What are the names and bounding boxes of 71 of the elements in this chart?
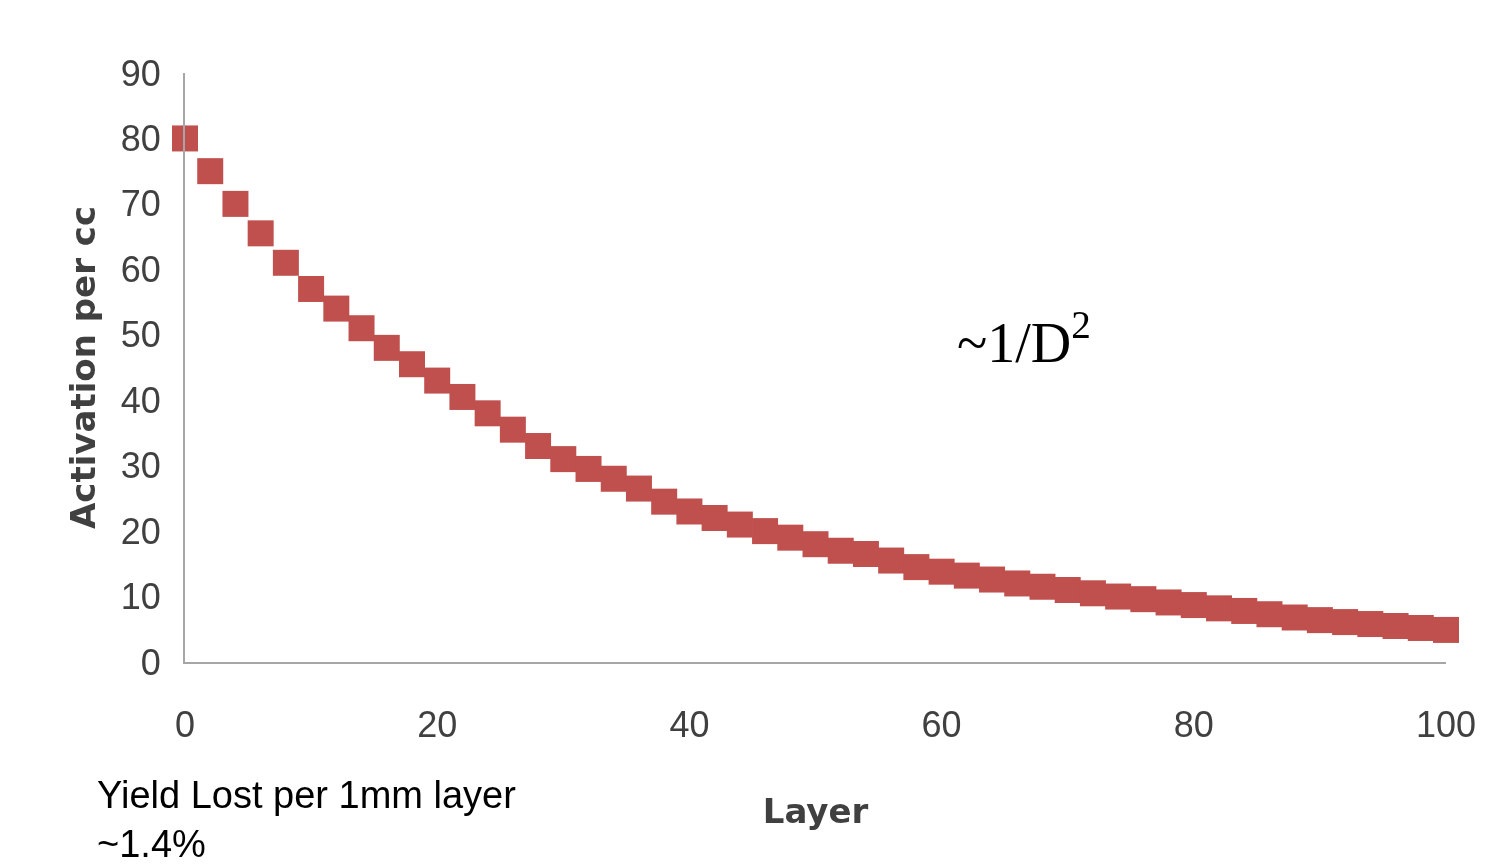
point xyxy=(373,334,400,361)
text: Yield Lost per 1mm layer ~1.4% xyxy=(97,774,517,866)
point xyxy=(298,275,325,302)
point xyxy=(449,383,476,410)
point xyxy=(550,446,577,473)
point xyxy=(953,562,980,589)
y-tick-label: 50 xyxy=(120,314,161,356)
x-axis-title: Layer xyxy=(762,791,869,831)
point xyxy=(197,158,224,185)
point xyxy=(172,125,198,152)
point xyxy=(676,498,703,525)
x-tick-label: 20 xyxy=(417,704,458,746)
point xyxy=(1332,609,1359,636)
point xyxy=(701,505,728,532)
point xyxy=(1155,589,1182,616)
point xyxy=(651,488,678,515)
y-tick-label: 70 xyxy=(120,183,161,225)
point xyxy=(1306,607,1333,634)
annotation: ~1/D$^{2}$ xyxy=(957,303,1091,374)
point xyxy=(1382,613,1409,640)
point xyxy=(1180,592,1207,619)
point xyxy=(752,518,779,545)
point xyxy=(499,416,526,443)
point xyxy=(398,351,425,378)
point xyxy=(1130,586,1157,613)
point xyxy=(777,524,804,551)
point xyxy=(1256,601,1283,628)
point xyxy=(323,295,350,322)
point xyxy=(827,537,854,564)
x-tick-label: 80 xyxy=(1173,704,1214,746)
point xyxy=(1357,611,1384,638)
y-tick-label: 10 xyxy=(120,576,161,618)
y-tick-label: 0 xyxy=(140,641,161,683)
point xyxy=(852,541,879,568)
point xyxy=(625,475,652,502)
point xyxy=(424,367,451,394)
y-tick-label: 80 xyxy=(120,118,161,160)
point xyxy=(474,400,501,427)
point xyxy=(1079,580,1106,607)
point xyxy=(1004,570,1031,597)
x-tick-label: 40 xyxy=(669,704,710,746)
point xyxy=(272,249,299,276)
y-tick-label: 90 xyxy=(120,52,161,94)
point xyxy=(247,220,274,247)
x-tick-label: 0 xyxy=(174,704,196,746)
point xyxy=(575,455,602,482)
y-tick-label: 20 xyxy=(120,510,161,552)
point xyxy=(222,190,249,217)
point xyxy=(878,547,905,574)
point xyxy=(802,531,829,558)
y-axis-title: Activation per cc xyxy=(62,205,103,530)
point xyxy=(1433,616,1459,643)
y-tick-label: 60 xyxy=(120,248,161,290)
point xyxy=(1206,595,1233,622)
point xyxy=(1054,577,1081,604)
point xyxy=(979,566,1006,593)
y-tick-label: 30 xyxy=(120,445,161,487)
point xyxy=(1281,604,1308,631)
point xyxy=(1029,573,1056,600)
point xyxy=(1105,583,1132,610)
point xyxy=(928,558,955,585)
x-tick-label: 100 xyxy=(1415,704,1477,746)
x-tick-label: 60 xyxy=(921,704,962,746)
point xyxy=(1407,614,1434,641)
point xyxy=(600,465,627,492)
point xyxy=(903,554,930,581)
y-tick-label: 40 xyxy=(120,379,161,421)
point xyxy=(1231,597,1258,624)
point xyxy=(726,511,753,538)
point xyxy=(525,433,552,460)
point xyxy=(348,315,375,342)
